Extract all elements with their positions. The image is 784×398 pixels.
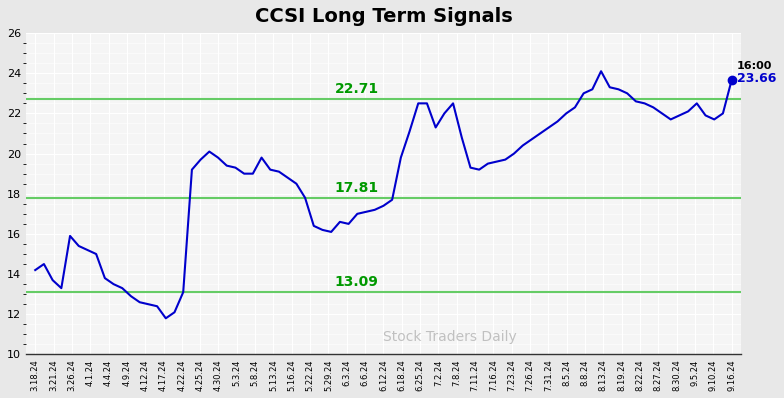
Text: 16:00: 16:00 bbox=[737, 61, 772, 71]
Title: CCSI Long Term Signals: CCSI Long Term Signals bbox=[255, 7, 512, 26]
Text: 13.09: 13.09 bbox=[335, 275, 379, 289]
Text: 17.81: 17.81 bbox=[335, 181, 379, 195]
Text: 22.71: 22.71 bbox=[335, 82, 379, 96]
Text: 23.66: 23.66 bbox=[737, 72, 776, 84]
Text: Stock Traders Daily: Stock Traders Daily bbox=[383, 330, 517, 344]
